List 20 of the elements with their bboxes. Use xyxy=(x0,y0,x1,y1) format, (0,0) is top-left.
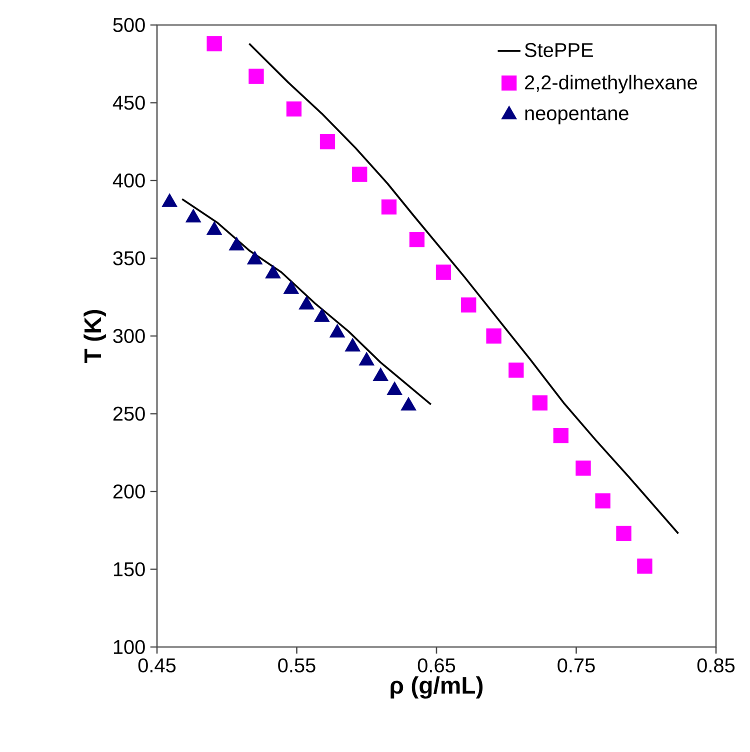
x-tick-label: 0.45 xyxy=(138,658,176,672)
x-tick-label: 0.65 xyxy=(418,658,456,672)
y-tick-label: 150 xyxy=(114,562,145,576)
line-series xyxy=(181,198,432,406)
legend-label: 2,2-dimethylhexane xyxy=(525,74,697,94)
y-tick-label: 250 xyxy=(113,406,145,421)
y-tick-label: 500 xyxy=(113,18,145,32)
legend-label: StePPE xyxy=(524,43,593,58)
y-tick-label: 400 xyxy=(112,173,145,188)
x-tick-label: 0.85 xyxy=(697,658,735,672)
x-axis-title: ρ (g/mL) xyxy=(390,676,483,699)
y-tick-label: 200 xyxy=(113,484,145,499)
legend-label: neopentane xyxy=(525,107,628,124)
y-axis-title: T (K) xyxy=(84,310,106,363)
y-tick-label: 100 xyxy=(114,640,145,654)
x-tick-label: 0.55 xyxy=(278,658,316,672)
y-tick-label: 300 xyxy=(113,328,145,344)
y-tick-label: 350 xyxy=(113,251,145,266)
y-tick-label: 450 xyxy=(112,96,145,110)
x-tick-label: 0.75 xyxy=(558,658,595,672)
